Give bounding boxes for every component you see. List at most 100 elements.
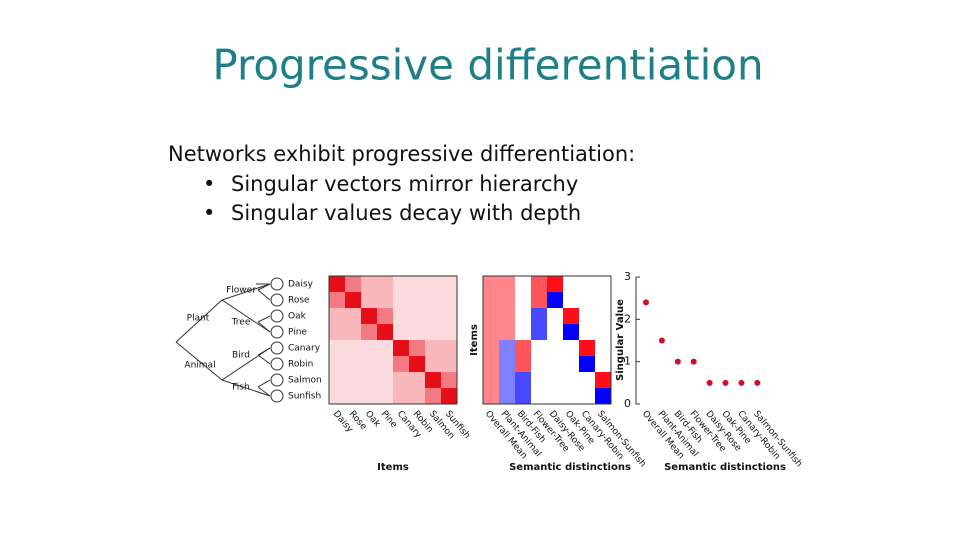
heatmap-cell xyxy=(345,388,361,404)
matrix-cell xyxy=(499,292,515,308)
bullet-dot: • xyxy=(203,201,215,225)
heatmap-cell xyxy=(409,356,425,372)
bullet-dot: • xyxy=(203,172,215,196)
slide-title: Progressive differentiation xyxy=(212,41,763,90)
heatmap-cell xyxy=(425,372,441,388)
heatmap-cell xyxy=(441,340,457,356)
matrix-cell xyxy=(515,372,531,388)
matrix-cell xyxy=(595,388,611,404)
tree-leaf xyxy=(270,293,284,307)
tree-leaf-label: Salmon xyxy=(288,376,322,386)
heatmap-cell xyxy=(393,276,409,292)
matrix-cell xyxy=(579,340,595,356)
matrix-cell xyxy=(579,276,595,292)
tree-leaf xyxy=(270,389,284,403)
matrix-cell xyxy=(499,340,515,356)
matrix-frame xyxy=(482,275,612,405)
matrix-cell xyxy=(483,324,499,340)
matrix-cell xyxy=(547,292,563,308)
heatmap-cell xyxy=(393,340,409,356)
matrix-cell xyxy=(531,324,547,340)
heatmap-cell xyxy=(329,372,345,388)
heatmap-cell xyxy=(329,276,345,292)
matrix-cell xyxy=(595,372,611,388)
tree-subclass: Flower xyxy=(226,286,256,296)
heatmap-cell xyxy=(377,308,393,324)
heatmap-cell xyxy=(329,324,345,340)
matrix-cell xyxy=(483,372,499,388)
matrix-cell xyxy=(563,276,579,292)
heatmap-cell xyxy=(409,372,425,388)
heatmap-cell xyxy=(377,388,393,404)
matrix-cell xyxy=(515,324,531,340)
matrix-cell xyxy=(499,324,515,340)
point xyxy=(754,379,761,386)
tree-leaf xyxy=(270,341,284,355)
matrix-cell xyxy=(547,388,563,404)
matrix-cell xyxy=(531,292,547,308)
point xyxy=(658,337,665,344)
tree-class: Plant xyxy=(187,314,210,324)
intro: Networks exhibit progressive differentia… xyxy=(168,142,635,166)
heatmap-cell xyxy=(441,308,457,324)
y-axis-label: Singular Value xyxy=(615,299,626,381)
x-axis-label: Semantic distinctions xyxy=(509,462,631,473)
heatmap-cell xyxy=(377,292,393,308)
matrix-cell xyxy=(579,356,595,372)
matrix-cell xyxy=(595,356,611,372)
x-axis-label: Semantic distinctions xyxy=(664,462,786,473)
matrix-cell xyxy=(547,340,563,356)
heatmap-cell xyxy=(361,276,377,292)
tree-leaf-label: Daisy xyxy=(288,280,314,290)
matrix-cell xyxy=(579,388,595,404)
matrix-cell xyxy=(547,276,563,292)
matrix-cell xyxy=(579,308,595,324)
heatmap-cell xyxy=(393,388,409,404)
heatmap-cell xyxy=(409,340,425,356)
heatmap-cell xyxy=(361,292,377,308)
matrix-cell xyxy=(531,372,547,388)
heatmap-cell xyxy=(393,292,409,308)
heatmap-cell xyxy=(377,276,393,292)
matrix-cell xyxy=(515,308,531,324)
point xyxy=(738,379,745,386)
heatmap-cell xyxy=(425,276,441,292)
matrix-cell xyxy=(515,276,531,292)
heatmap-cell xyxy=(377,324,393,340)
heatmap-cell xyxy=(377,356,393,372)
heatmap-cell xyxy=(361,308,377,324)
matrix-cell xyxy=(515,292,531,308)
heatmap-cell xyxy=(441,356,457,372)
heatmap-cell xyxy=(361,372,377,388)
matrix-cell xyxy=(563,388,579,404)
matrix-cell xyxy=(483,340,499,356)
matrix-cell xyxy=(563,372,579,388)
heatmap-cell xyxy=(425,324,441,340)
x-axis-label: Items xyxy=(377,462,409,473)
heatmap-frame xyxy=(328,275,458,405)
heatmap-cell xyxy=(345,372,361,388)
y-tick-label: 1 xyxy=(624,355,631,368)
matrix-cell xyxy=(563,340,579,356)
tree-subclass: Bird xyxy=(232,351,250,361)
matrix-cell xyxy=(595,308,611,324)
matrix-cell xyxy=(483,308,499,324)
tree-leaf-label: Canary xyxy=(288,344,321,354)
heatmap-cell xyxy=(409,308,425,324)
tree-leaf-label: Pine xyxy=(288,328,307,338)
matrix-cell xyxy=(499,372,515,388)
matrix-cell xyxy=(579,292,595,308)
matrix-cell xyxy=(563,356,579,372)
heatmap-cell xyxy=(345,276,361,292)
tree-class: Animal xyxy=(184,361,215,371)
heatmap-cell xyxy=(425,388,441,404)
heatmap-cell xyxy=(393,372,409,388)
heatmap-cell xyxy=(329,356,345,372)
matrix-cell xyxy=(595,292,611,308)
heatmap-cell xyxy=(345,324,361,340)
heatmap-cell xyxy=(441,276,457,292)
heatmap-cell xyxy=(361,356,377,372)
matrix-cell xyxy=(531,388,547,404)
matrix-cell xyxy=(547,356,563,372)
tree-edges xyxy=(175,283,271,397)
